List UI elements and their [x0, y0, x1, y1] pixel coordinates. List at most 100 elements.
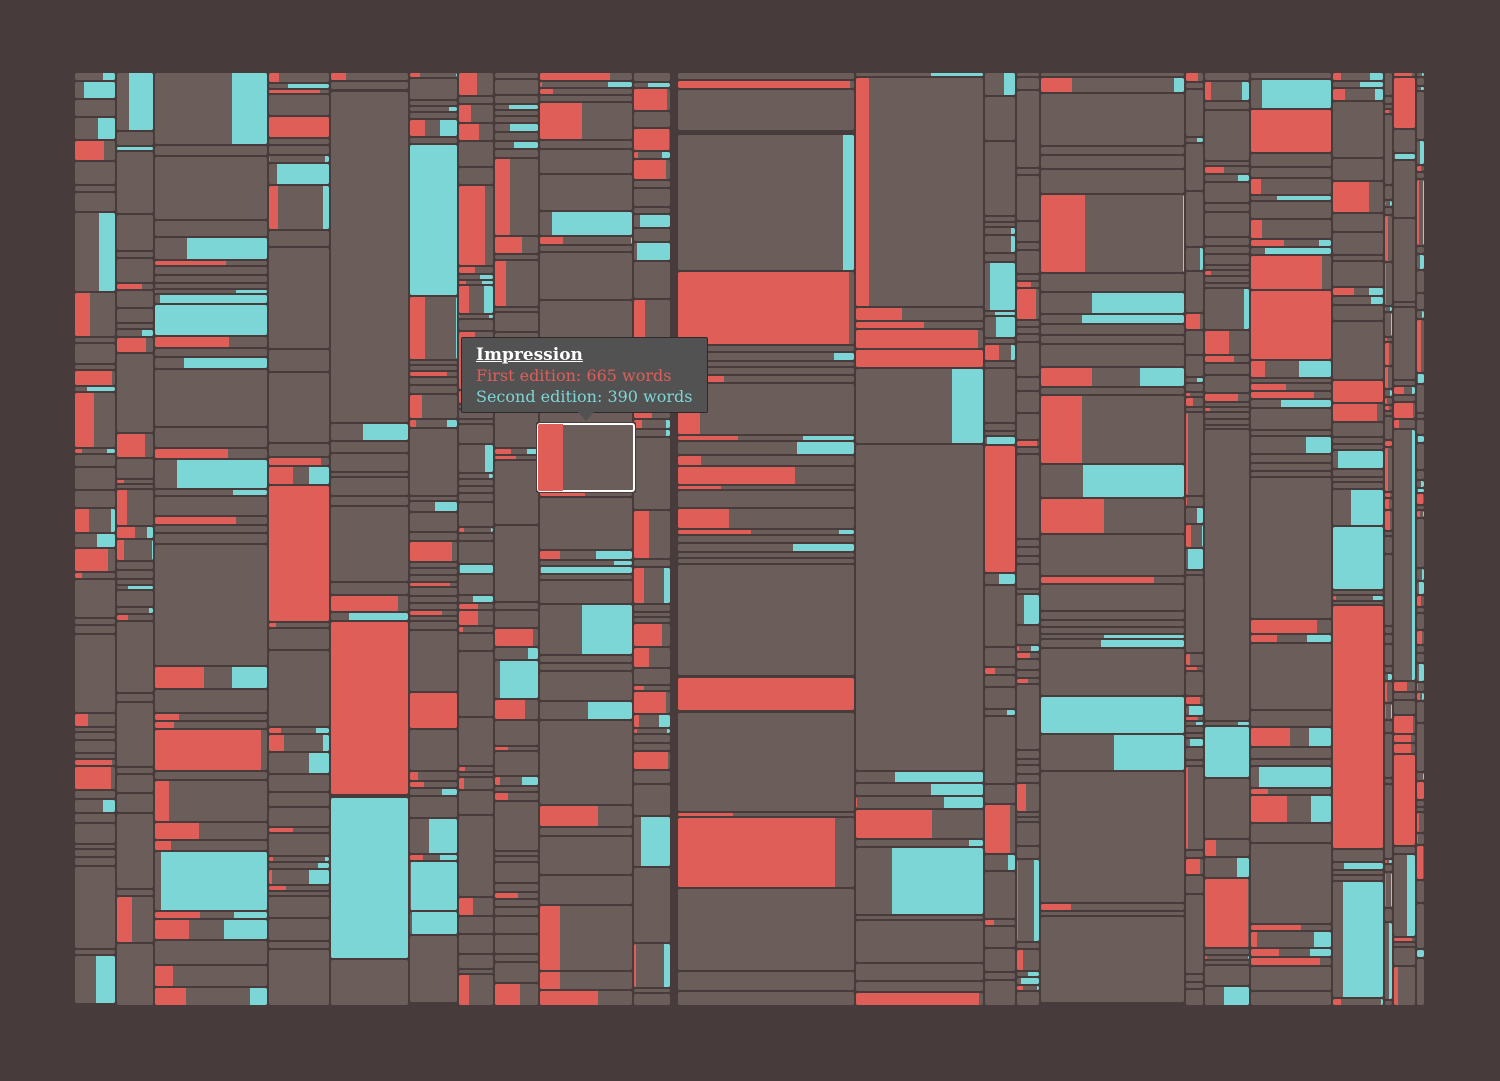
treemap-cell[interactable]: [1333, 73, 1383, 80]
treemap-cell[interactable]: [495, 456, 538, 459]
treemap-cell[interactable]: [269, 857, 329, 861]
treemap-cell[interactable]: [540, 175, 632, 210]
treemap-cell[interactable]: [1394, 693, 1415, 699]
treemap-cell[interactable]: [1417, 173, 1424, 178]
treemap-cell[interactable]: [269, 728, 329, 733]
treemap-cell[interactable]: [459, 487, 493, 492]
treemap-cell[interactable]: [459, 425, 493, 443]
treemap-cell[interactable]: [75, 344, 115, 363]
treemap-cell[interactable]: [410, 617, 457, 620]
treemap-cell[interactable]: [1017, 73, 1039, 76]
treemap-cell[interactable]: [495, 449, 538, 454]
treemap-cell[interactable]: [1333, 999, 1383, 1005]
treemap-cell[interactable]: [1333, 850, 1383, 861]
treemap-cell[interactable]: [1017, 972, 1039, 976]
treemap-cell[interactable]: [117, 775, 153, 792]
treemap-cell[interactable]: [75, 733, 115, 739]
treemap-cell[interactable]: [495, 802, 538, 850]
treemap-cell[interactable]: [1394, 396, 1415, 401]
treemap-cell[interactable]: [1017, 448, 1039, 453]
treemap-cell[interactable]: [1041, 73, 1184, 76]
treemap-cell[interactable]: [410, 73, 457, 77]
treemap-cell[interactable]: [1205, 266, 1249, 269]
treemap-cell[interactable]: [1041, 274, 1184, 291]
treemap-cell[interactable]: [495, 935, 538, 953]
treemap-cell[interactable]: [540, 906, 632, 970]
treemap-cell[interactable]: [634, 785, 670, 815]
treemap-cell[interactable]: [1251, 392, 1331, 398]
treemap-cell[interactable]: [1333, 233, 1383, 254]
treemap-cell[interactable]: [269, 164, 329, 184]
treemap-cell[interactable]: [1017, 243, 1039, 249]
treemap-cell[interactable]: [459, 652, 493, 716]
treemap-cell[interactable]: [1417, 255, 1424, 269]
treemap-cell[interactable]: [155, 370, 267, 426]
treemap-cell[interactable]: [459, 445, 493, 472]
treemap-cell[interactable]: [1385, 1001, 1392, 1005]
treemap-cell[interactable]: [1385, 412, 1392, 415]
treemap-cell[interactable]: [1041, 195, 1184, 272]
treemap-cell[interactable]: [1417, 646, 1424, 652]
treemap-cell[interactable]: [459, 105, 493, 122]
treemap-cell[interactable]: [1417, 904, 1424, 948]
treemap-cell[interactable]: [155, 781, 267, 821]
treemap-cell[interactable]: [985, 97, 1015, 140]
treemap-cell[interactable]: [495, 461, 538, 524]
treemap-cell[interactable]: [540, 656, 632, 662]
treemap-cell[interactable]: [495, 117, 538, 122]
treemap-cell[interactable]: [75, 468, 115, 489]
treemap-cell[interactable]: [1385, 263, 1392, 305]
treemap-cell[interactable]: [410, 569, 457, 574]
treemap-cell[interactable]: [75, 573, 115, 578]
treemap-cell[interactable]: [1385, 105, 1392, 108]
treemap-cell[interactable]: [1394, 967, 1415, 1005]
treemap-cell[interactable]: [117, 944, 153, 1005]
treemap-cell[interactable]: [410, 855, 457, 860]
treemap-cell[interactable]: [985, 717, 1015, 783]
treemap-cell[interactable]: [410, 386, 457, 393]
treemap-cell[interactable]: [1333, 322, 1383, 379]
treemap-cell[interactable]: [155, 841, 267, 850]
treemap-cell[interactable]: [75, 626, 115, 633]
treemap-cell[interactable]: [1041, 621, 1184, 626]
treemap-cell[interactable]: [1385, 734, 1392, 777]
treemap-cell[interactable]: [1251, 220, 1331, 238]
treemap-cell[interactable]: [634, 669, 670, 684]
treemap-cell[interactable]: [495, 963, 538, 982]
treemap-cell[interactable]: [1417, 631, 1424, 644]
treemap-cell[interactable]: [1394, 381, 1415, 385]
treemap-cell[interactable]: [1385, 97, 1392, 103]
treemap-cell[interactable]: [1385, 635, 1392, 643]
treemap-cell[interactable]: [1017, 943, 1039, 948]
treemap-cell[interactable]: [155, 526, 267, 532]
treemap-cell[interactable]: [1251, 248, 1331, 254]
treemap-cell[interactable]: [1251, 240, 1331, 246]
treemap-cell[interactable]: [1385, 493, 1392, 497]
treemap-cell[interactable]: [856, 772, 983, 782]
treemap-cell[interactable]: [75, 950, 115, 954]
treemap-cell[interactable]: [459, 480, 493, 485]
treemap-cell[interactable]: [1394, 716, 1415, 733]
treemap-cell[interactable]: [1417, 608, 1424, 612]
treemap-cell[interactable]: [1333, 82, 1383, 87]
treemap-cell[interactable]: [1417, 385, 1424, 412]
treemap-cell[interactable]: [1417, 78, 1424, 85]
treemap-cell[interactable]: [678, 678, 854, 710]
treemap-cell[interactable]: [410, 782, 457, 787]
treemap-cell[interactable]: [1417, 73, 1424, 76]
treemap-cell[interactable]: [1417, 180, 1424, 245]
treemap-cell[interactable]: [1205, 949, 1249, 954]
treemap-cell[interactable]: [117, 252, 153, 257]
treemap-cell[interactable]: [634, 73, 670, 81]
treemap-cell[interactable]: [634, 692, 670, 713]
treemap-cell[interactable]: [1041, 535, 1184, 575]
treemap-cell[interactable]: [540, 150, 632, 173]
treemap-cell[interactable]: [1251, 80, 1331, 108]
treemap-cell[interactable]: [410, 772, 457, 780]
treemap-cell[interactable]: [1186, 859, 1203, 874]
treemap-cell[interactable]: [1186, 413, 1203, 495]
treemap-cell[interactable]: [985, 648, 1015, 666]
treemap-cell[interactable]: [1385, 367, 1392, 388]
treemap-cell[interactable]: [410, 297, 457, 359]
treemap-cell[interactable]: [495, 863, 538, 882]
